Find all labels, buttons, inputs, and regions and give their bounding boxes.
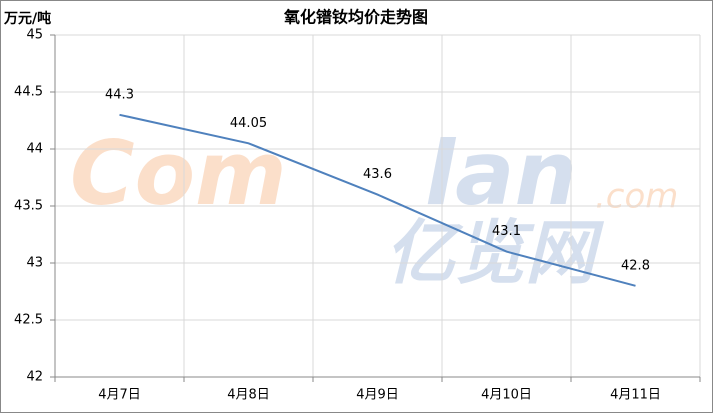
watermark: Com lan .com 亿览网: [70, 122, 678, 294]
x-tick-label: 4月9日: [356, 388, 399, 403]
data-label: 43.1: [492, 224, 521, 239]
data-label: 43.6: [363, 167, 392, 182]
y-tick-label: 43: [26, 256, 43, 271]
line: [119, 113, 636, 287]
y-tick-label: 45: [26, 28, 43, 43]
data-label: 44.3: [105, 87, 134, 102]
data-label: 44.05: [230, 116, 267, 131]
y-tick-label: 42: [26, 370, 43, 385]
y-tick-label: 44.5: [14, 85, 43, 100]
y-tick-label: 44: [26, 142, 43, 157]
watermark-text: 亿览网: [385, 212, 605, 294]
watermark-text: Com: [70, 122, 287, 225]
y-axis-label: 万元/吨: [3, 10, 51, 27]
x-tick-label: 4月8日: [227, 388, 270, 403]
x-tick-label: 4月11日: [610, 388, 661, 403]
chart-title: 氧化镨钕均价走势图: [283, 8, 428, 27]
x-tick-label: 4月7日: [98, 388, 141, 403]
y-tick-label: 43.5: [14, 199, 43, 214]
watermark-text: .com: [595, 177, 678, 217]
watermark-text: lan: [425, 122, 577, 225]
x-tick-label: 4月10日: [481, 388, 532, 403]
data-label: 42.8: [621, 258, 650, 273]
y-tick-label: 42.5: [14, 313, 43, 328]
